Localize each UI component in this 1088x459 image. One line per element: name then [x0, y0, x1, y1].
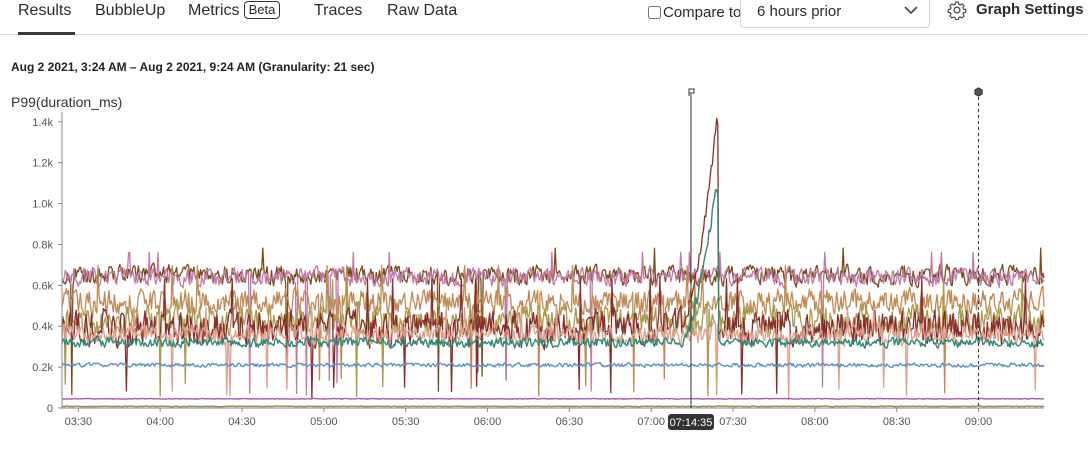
x-tick-label: 05:30: [392, 416, 420, 428]
x-tick-label: 05:00: [310, 416, 338, 428]
y-tick-label: 1.2k: [32, 158, 53, 170]
x-tick-label: 04:00: [146, 416, 174, 428]
series-line: [61, 117, 1045, 400]
x-tick-label: 06:30: [556, 416, 584, 428]
tab-traces-label: Traces: [314, 2, 363, 19]
x-tick-label: 06:00: [474, 416, 502, 428]
y-tick-label: 1.4k: [32, 117, 53, 129]
x-tick-label: 04:30: [228, 416, 256, 428]
tab-bubbleup[interactable]: BubbleUp: [95, 0, 165, 35]
tab-raw-data-label: Raw Data: [387, 2, 458, 19]
compare-checkbox[interactable]: [648, 5, 661, 19]
graph-settings-button[interactable]: Graph Settings: [976, 1, 1084, 18]
tab-bubbleup-label: BubbleUp: [95, 2, 166, 19]
chart-title: P99(duration_ms): [11, 94, 123, 110]
series-line: [61, 265, 1045, 397]
flag-icon[interactable]: [688, 88, 695, 96]
chevron-down-icon: [904, 6, 918, 15]
cursor-time-badge: [667, 414, 714, 430]
y-tick-label: 1.0k: [32, 199, 53, 211]
results-tab-bar: Results BubbleUp Metrics Beta Traces Raw …: [0, 0, 1088, 35]
x-tick-label: 07:30: [719, 416, 747, 428]
tab-raw-data[interactable]: Raw Data: [387, 0, 457, 35]
marker-layer: 07:14:35: [667, 87, 983, 430]
series-line: [61, 251, 1045, 396]
y-tick-label: 0.6k: [32, 280, 53, 292]
y-tick-label: 0.2k: [32, 362, 53, 374]
series-line: [61, 362, 1045, 369]
series-line: [61, 189, 1045, 349]
cursor-time-label: 07:14:35: [670, 417, 713, 429]
y-tick-label: 0.8k: [32, 239, 53, 251]
beta-badge: Beta: [243, 1, 281, 19]
gear-icon[interactable]: [947, 0, 967, 20]
tab-results-label: Results: [18, 2, 72, 19]
y-tick-label: 0.4k: [32, 321, 53, 333]
tab-results[interactable]: Results: [18, 0, 75, 35]
tab-traces[interactable]: Traces: [314, 0, 362, 35]
x-tick-label: 08:00: [801, 416, 829, 428]
compare-period-value: 6 hours prior: [757, 3, 842, 20]
x-tick-label: 09:00: [965, 416, 993, 428]
hexagon-marker-icon[interactable]: [974, 87, 983, 97]
tab-metrics[interactable]: Metrics Beta: [188, 0, 281, 35]
series-line: [61, 306, 1045, 401]
tab-metrics-label: Metrics: [188, 2, 240, 19]
x-tick-label: 03:30: [65, 416, 93, 428]
axes-layer: 0 0.2k 0.4k 0.6k 0.8k 1.0k 1.2k 1.4k 03:30 04:00 0…: [32, 112, 1044, 428]
x-tick-label: 08:30: [883, 416, 911, 428]
series-layer: [61, 117, 1045, 408]
compare-toggle[interactable]: Compare to: [648, 3, 741, 21]
time-range-label: Aug 2 2021, 3:24 AM – Aug 2 2021, 9:24 A…: [11, 60, 375, 74]
compare-label: Compare to: [663, 3, 742, 21]
y-tick-label: 0: [47, 403, 53, 415]
series-line: [61, 405, 1045, 408]
x-tick-label: 07:00: [637, 416, 665, 428]
series-line: [61, 397, 1044, 400]
series-line: [61, 278, 1045, 398]
compare-period-select[interactable]: 6 hours prior: [740, 0, 930, 28]
